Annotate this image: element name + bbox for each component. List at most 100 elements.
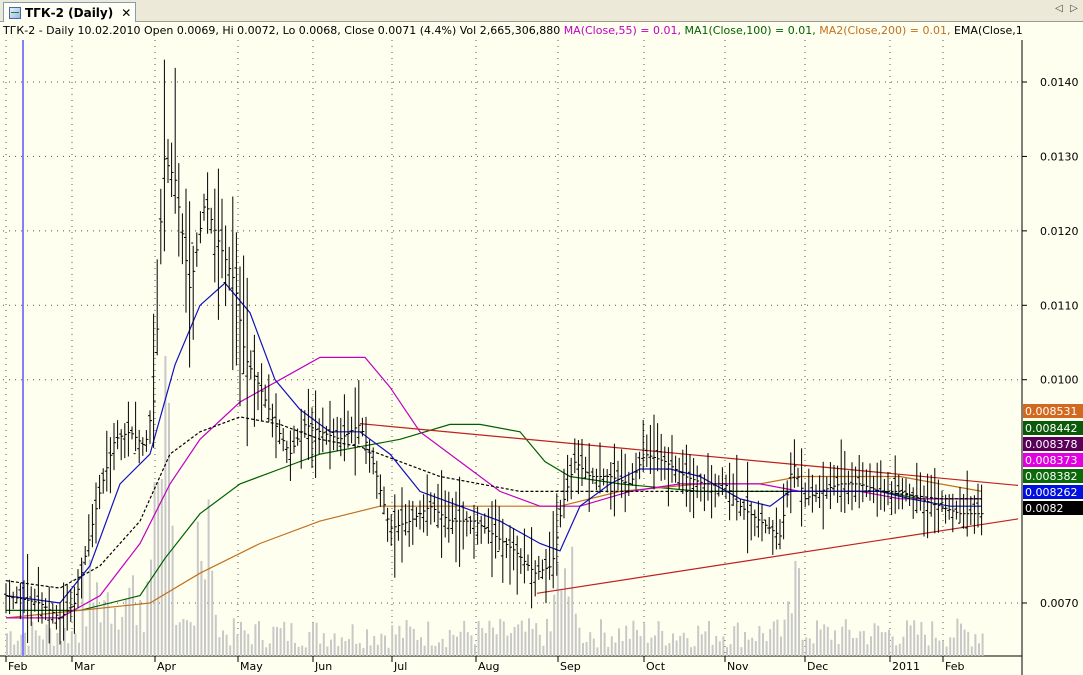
volume-bar [913, 620, 916, 656]
price-bar [580, 439, 584, 487]
volume-bar [654, 635, 656, 656]
volume-bar [218, 637, 221, 656]
price-bar [364, 416, 368, 464]
volume-bar [510, 633, 512, 656]
volume-bar [618, 628, 620, 656]
volume-bar [340, 637, 343, 656]
volume-bar [736, 622, 739, 656]
volume-bar [160, 478, 163, 656]
price-bar [205, 172, 210, 234]
volume-bar [430, 645, 433, 656]
volume-bar [945, 646, 948, 656]
price-bar [630, 463, 635, 486]
price-bar [324, 425, 329, 445]
ma55-label: MA(Close,55) = 0.01, [563, 24, 681, 37]
volume-bar [481, 628, 484, 656]
volume-bar [52, 645, 55, 656]
volume-bar [452, 634, 455, 656]
price-bar [11, 591, 16, 610]
chart-icon [9, 6, 21, 19]
volume-bar [531, 628, 534, 656]
volume-bar [171, 525, 174, 656]
chart-tab[interactable]: ТГК-2 (Daily) ✕ [3, 2, 136, 22]
price-bar [691, 458, 696, 519]
price-bar [540, 559, 545, 580]
price-bar [479, 515, 484, 544]
volume-bar [826, 626, 829, 656]
price-chart[interactable]: 0.0140 0.0130 0.0120 0.0110 0.0100 0.0070 Feb M… [0, 40, 1083, 675]
volume-bar [265, 647, 268, 656]
x-tick-label: Apr [157, 660, 177, 673]
volume-bar [632, 620, 635, 656]
price-bar [331, 418, 336, 451]
volume-bar [546, 618, 548, 656]
volume-bar [348, 639, 350, 656]
price-bar [828, 462, 833, 510]
close-icon[interactable]: ✕ [121, 5, 132, 20]
volume-bar [502, 621, 505, 656]
volume-bar [470, 635, 473, 656]
volume-bar [650, 637, 653, 656]
price-bar [137, 429, 142, 464]
volume-bar [819, 629, 822, 656]
ma100-label: MA1(Close,100) = 0.01, [684, 24, 816, 37]
price-bar [918, 472, 923, 511]
price-bar [310, 407, 314, 469]
price-bar [418, 500, 422, 530]
volume-bar [369, 645, 372, 656]
volume-bar [492, 627, 494, 656]
y-tick-label: 0.0120 [1040, 225, 1079, 238]
volume-bar [24, 632, 26, 656]
price-bar [508, 525, 512, 585]
price-bar [958, 486, 962, 524]
x-tick-label: Feb [8, 660, 27, 673]
volume-bar [394, 634, 397, 656]
scroll-left-icon[interactable]: ◁ [1055, 3, 1063, 14]
volume-bar [34, 630, 37, 656]
volume-bar [164, 356, 167, 656]
price-bar [835, 465, 840, 503]
volume-bar [643, 623, 646, 656]
price-bar [936, 479, 941, 533]
volume-bar [960, 623, 962, 656]
price-bar [547, 531, 552, 580]
scroll-right-icon[interactable]: ▷ [1070, 3, 1078, 14]
price-bar [353, 387, 358, 476]
volume-bar [484, 633, 487, 656]
volume-bar [297, 646, 300, 656]
price-bar [284, 440, 289, 463]
volume-bar [625, 625, 628, 656]
price-bar [169, 142, 174, 198]
price-bar [414, 507, 419, 528]
volume-bar [693, 646, 696, 656]
price-bar [493, 499, 498, 559]
price-bar [94, 482, 98, 544]
volume-bar [178, 622, 181, 656]
volume-bar [888, 629, 890, 656]
volume-bar [27, 645, 30, 656]
price-bar [623, 453, 628, 513]
price-bar [576, 440, 581, 495]
price-bar [832, 465, 836, 496]
volume-bar [963, 629, 966, 656]
volume-bar [700, 634, 703, 656]
price-bar [396, 509, 401, 541]
price-bar [842, 451, 847, 514]
ma-fast-line [5, 282, 982, 604]
volume-bar [304, 647, 307, 656]
volume-bar [942, 640, 944, 656]
volume-bar [229, 645, 232, 656]
price-bar [644, 434, 649, 468]
volume-bar [690, 647, 692, 656]
price-bar [846, 470, 851, 505]
volume-bar [337, 646, 340, 656]
price-bar [961, 493, 966, 529]
price-label-box [1023, 469, 1083, 483]
volume-bar [538, 634, 541, 656]
volume-bar [308, 631, 311, 656]
volume-bar [168, 402, 170, 656]
volume-bar [240, 621, 242, 656]
volume-bar [92, 602, 95, 656]
volume-bar [355, 643, 358, 656]
volume-bar [837, 644, 840, 656]
